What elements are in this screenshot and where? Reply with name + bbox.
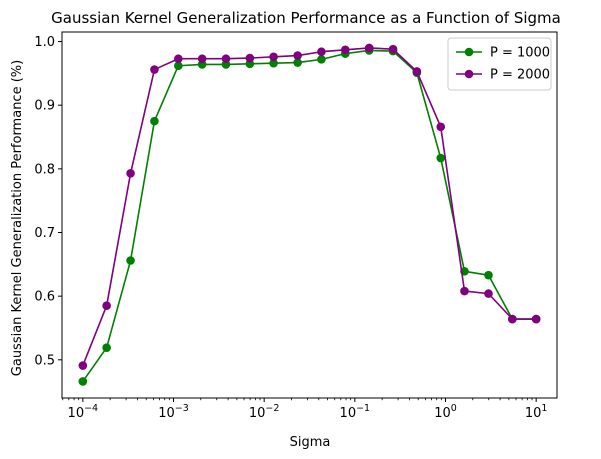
series-2: [78, 43, 541, 370]
y-tick-label: 0.8: [34, 162, 55, 177]
data-point: [364, 43, 374, 53]
data-point: [484, 270, 493, 280]
x-tick-label: 100: [434, 403, 457, 421]
x-tick-label: 10−2: [249, 403, 280, 421]
data-point: [317, 55, 326, 64]
legend-box: [447, 37, 552, 91]
data-point: [78, 377, 88, 386]
data-point: [317, 47, 326, 57]
data-point: [293, 51, 302, 60]
series-layer: [78, 43, 541, 386]
x-axis-ticks: 10−4 10−3 10−2 10−1 100 101: [62, 398, 548, 421]
data-point: [150, 116, 159, 126]
y-tick-label: 1.0: [34, 35, 55, 50]
data-point: [197, 54, 207, 64]
data-point: [508, 314, 517, 324]
legend-label: P = 2000: [490, 68, 550, 83]
data-point: [150, 65, 159, 74]
y-tick-label: 0.7: [34, 226, 55, 241]
data-point: [102, 343, 111, 353]
x-tick-label: 10−1: [340, 403, 371, 421]
series-1: [78, 46, 541, 386]
data-point: [269, 52, 278, 62]
data-point: [102, 301, 111, 311]
x-axis-label: Sigma: [290, 435, 331, 450]
data-point: [340, 45, 350, 55]
data-point: [388, 44, 398, 54]
x-tick-label: 101: [525, 403, 548, 421]
y-axis-ticks: 0.5 0.6 0.7 0.8 0.9 1.0: [34, 35, 62, 368]
y-tick-label: 0.6: [34, 290, 55, 305]
legend: P = 1000 P = 2000: [447, 37, 552, 91]
data-point: [436, 153, 446, 163]
plot-frame: [61, 31, 558, 399]
data-point: [78, 361, 88, 370]
chart-title: Gaussian Kernel Generalization Performan…: [51, 9, 561, 27]
y-tick-label: 0.9: [34, 99, 55, 114]
legend-label: P = 1000: [490, 46, 550, 61]
data-point: [269, 58, 278, 68]
series-line: [82, 47, 537, 366]
data-point: [126, 169, 135, 178]
data-point: [221, 54, 231, 64]
x-tick-label: 10−4: [68, 403, 99, 421]
data-point: [174, 54, 183, 64]
y-axis-label: Gaussian Kernel Generalization Performan…: [10, 60, 25, 376]
data-point: [484, 289, 493, 298]
series-line: [82, 49, 537, 382]
data-point: [245, 53, 255, 63]
legend-item: P = 2000: [456, 68, 550, 83]
data-point: [436, 122, 446, 132]
legend-marker: [464, 47, 474, 57]
data-point: [174, 61, 183, 71]
data-point: [412, 67, 422, 76]
x-tick-label: 10−3: [158, 403, 189, 421]
y-tick-label: 0.5: [34, 353, 55, 368]
legend-marker: [464, 69, 474, 79]
data-point: [126, 256, 135, 265]
legend-item: P = 1000: [456, 46, 550, 61]
data-point: [531, 314, 541, 324]
data-point: [460, 286, 469, 296]
plot-area: [61, 31, 558, 399]
data-point: [293, 58, 302, 67]
